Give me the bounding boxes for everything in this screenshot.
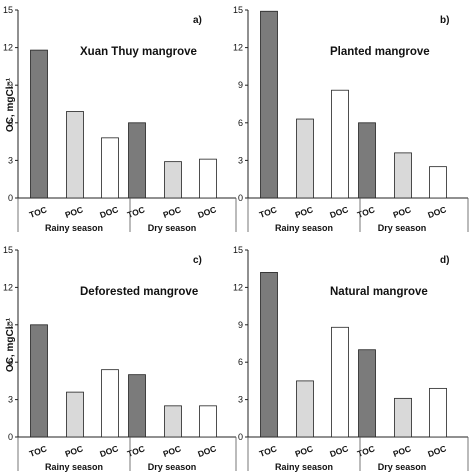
y-tick-label: 9	[8, 80, 13, 90]
y-tick-label: 3	[8, 395, 13, 405]
bar-toc-rainy	[30, 324, 48, 438]
panel-label: a)	[193, 15, 202, 26]
panel-label: c)	[193, 255, 202, 266]
y-tick-label: 9	[238, 320, 243, 330]
bar-toc-rainy	[260, 10, 278, 199]
bar-toc-rainy	[30, 49, 48, 199]
x-category-label: TOC	[28, 443, 48, 458]
y-tick-label: 0	[8, 193, 13, 203]
bar-poc-dry	[164, 161, 182, 199]
bar-poc-dry	[394, 152, 412, 199]
y-axis-label: OC, mgCl⁻¹	[5, 317, 16, 372]
x-category-label: TOC	[126, 204, 146, 219]
x-category-label: POC	[162, 443, 183, 459]
y-tick-label: 3	[238, 395, 243, 405]
y-tick-label: 12	[233, 282, 243, 292]
x-category-label: POC	[64, 204, 85, 220]
x-category-label: POC	[392, 443, 413, 459]
x-category-label: DOC	[426, 443, 447, 459]
panel-title: Planted mangrove	[330, 46, 430, 58]
bar-doc-rainy	[101, 137, 119, 199]
x-category-label: TOC	[356, 443, 376, 458]
x-category-label: POC	[392, 204, 413, 220]
season-label: Dry season	[148, 223, 197, 233]
panel-title: Xuan Thuy mangrove	[80, 46, 197, 58]
bar-toc-dry	[128, 122, 146, 199]
panel-label: d)	[440, 255, 449, 266]
bar-toc-dry	[358, 122, 376, 199]
bar-poc-dry	[394, 397, 412, 438]
y-tick-label: 0	[238, 432, 243, 442]
y-tick-label: 6	[238, 357, 243, 367]
x-category-label: POC	[64, 443, 85, 459]
y-tick-label: 12	[3, 43, 13, 53]
y-tick-label: 9	[238, 80, 243, 90]
x-category-label: POC	[294, 443, 315, 459]
y-tick-label: 9	[8, 320, 13, 330]
chart-panel-4: 0 3 6 9 12 15 TOC POC DOC TOC POC DOC Rainy season Dr…	[233, 245, 469, 472]
season-label: Rainy season	[275, 462, 333, 472]
bar-doc-dry	[199, 405, 217, 438]
bar-toc-dry	[358, 349, 376, 438]
x-category-label: DOC	[426, 204, 447, 220]
bar-doc-rainy	[331, 326, 349, 438]
y-tick-label: 15	[3, 5, 13, 15]
x-category-label: POC	[294, 204, 315, 220]
y-tick-label: 3	[238, 155, 243, 165]
bar-doc-dry	[199, 158, 217, 199]
y-tick-label: 0	[8, 432, 13, 442]
y-axis-label: OC, mgCl⁻¹	[5, 77, 16, 132]
y-tick-label: 15	[3, 245, 13, 255]
x-category-label: POC	[162, 204, 183, 220]
season-label: Rainy season	[45, 462, 103, 472]
x-category-label: DOC	[328, 443, 349, 459]
bar-doc-dry	[429, 387, 447, 438]
season-label: Dry season	[378, 462, 427, 472]
x-category-label: TOC	[356, 204, 376, 219]
y-tick-label: 15	[233, 245, 243, 255]
y-tick-label: 12	[233, 43, 243, 53]
season-label: Dry season	[148, 462, 197, 472]
bar-poc-rainy	[296, 380, 314, 438]
season-label: Rainy season	[275, 223, 333, 233]
bar-poc-rainy	[66, 391, 84, 438]
y-tick-label: 6	[238, 118, 243, 128]
season-label: Dry season	[378, 223, 427, 233]
x-category-label: TOC	[258, 443, 278, 458]
bar-poc-rainy	[296, 118, 314, 199]
chart-panel-3: 0 3 6 9 12 15 TOC POC DOC TOC POC DOC Rainy season Dr…	[3, 245, 237, 472]
y-tick-label: 6	[8, 357, 13, 367]
x-category-label: DOC	[328, 204, 349, 220]
x-category-label: TOC	[28, 204, 48, 219]
y-tick-label: 6	[8, 118, 13, 128]
bar-toc-dry	[128, 374, 146, 438]
bar-doc-dry	[429, 166, 447, 199]
x-category-label: TOC	[126, 443, 146, 458]
x-category-label: DOC	[98, 204, 119, 220]
y-tick-label: 15	[233, 5, 243, 15]
season-label: Rainy season	[45, 223, 103, 233]
y-tick-label: 12	[3, 282, 13, 292]
x-category-label: TOC	[258, 204, 278, 219]
x-category-label: DOC	[196, 204, 217, 220]
panel-label: b)	[440, 15, 449, 26]
bar-poc-dry	[164, 405, 182, 438]
bar-doc-rainy	[101, 369, 119, 438]
y-tick-label: 3	[8, 155, 13, 165]
x-category-label: DOC	[98, 443, 119, 459]
bar-toc-rainy	[260, 272, 278, 438]
bar-poc-rainy	[66, 111, 84, 199]
panel-title: Natural mangrove	[330, 286, 428, 298]
chart-panel-2: 0 3 6 9 12 15 TOC POC DOC TOC POC DOC Rainy season Dr…	[233, 5, 469, 233]
chart-panel-1: 0 3 6 9 12 15 TOC POC DOC TOC POC DOC Rainy season Dr…	[3, 5, 237, 233]
x-category-label: DOC	[196, 443, 217, 459]
bar-doc-rainy	[331, 89, 349, 199]
y-tick-label: 0	[238, 193, 243, 203]
panel-title: Deforested mangrove	[80, 286, 198, 298]
